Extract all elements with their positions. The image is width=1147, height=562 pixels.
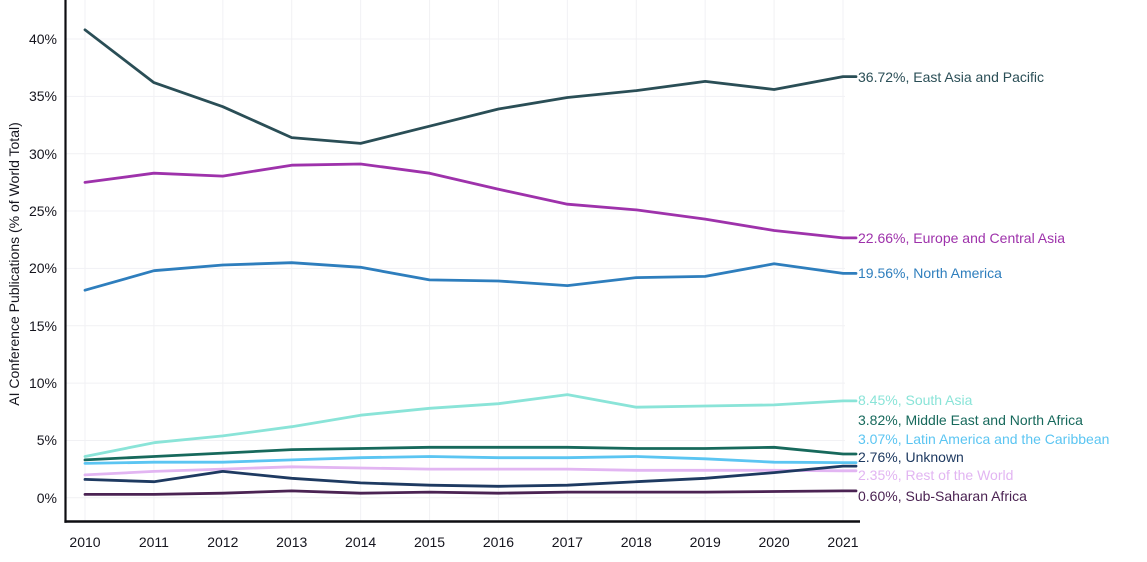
series-line bbox=[83, 162, 858, 240]
y-tick-label: 0% bbox=[36, 489, 57, 506]
x-tick-label: 2017 bbox=[551, 534, 583, 550]
series-line bbox=[83, 261, 858, 292]
x-tick-label: 2021 bbox=[827, 534, 859, 550]
series-line bbox=[83, 445, 858, 462]
y-tick-label: 35% bbox=[28, 88, 57, 105]
x-tick-label: 2015 bbox=[413, 534, 446, 550]
y-tick-label: 10% bbox=[28, 375, 57, 392]
series-end-label: 2.35%, Rest of the World bbox=[858, 467, 1014, 483]
series-line bbox=[83, 455, 858, 465]
series-end-label: 2.76%, Unknown bbox=[858, 449, 964, 465]
y-tick-label: 30% bbox=[28, 145, 57, 162]
x-tick-label: 2020 bbox=[758, 534, 790, 550]
series-end-label: 3.07%, Latin America and the Caribbean bbox=[858, 430, 1110, 447]
series-line bbox=[83, 489, 858, 496]
series-end-label: 19.56%, North America bbox=[858, 265, 1002, 282]
y-tick-label: 40% bbox=[28, 31, 57, 47]
series-end-label: 3.82%, Middle East and North Africa bbox=[858, 412, 1083, 428]
series-end-label: 22.66%, Europe and Central Asia bbox=[858, 229, 1066, 246]
x-tick-label: 2019 bbox=[689, 534, 721, 550]
y-tick-label: 25% bbox=[28, 203, 57, 220]
x-tick-label: 2016 bbox=[482, 534, 515, 550]
y-tick-label: 15% bbox=[28, 317, 57, 334]
x-tick-label: 2010 bbox=[69, 534, 101, 550]
series-end-label: 36.72%, East Asia and Pacific bbox=[858, 68, 1044, 85]
y-tick-label: 5% bbox=[36, 432, 57, 449]
series-line bbox=[83, 393, 858, 458]
x-tick-label: 2018 bbox=[620, 534, 652, 550]
x-tick-label: 2014 bbox=[345, 534, 377, 550]
series-end-label: 8.45%, South Asia bbox=[858, 392, 973, 408]
y-tick-label: 20% bbox=[28, 260, 57, 277]
x-tick-label: 2011 bbox=[138, 534, 169, 550]
series-end-label: 0.60%, Sub-Saharan Africa bbox=[858, 487, 1027, 504]
series-line bbox=[83, 464, 858, 488]
series-line bbox=[83, 465, 858, 477]
x-tick-label: 2013 bbox=[276, 534, 308, 550]
series-line bbox=[83, 28, 858, 145]
x-tick-label: 2012 bbox=[207, 534, 239, 550]
